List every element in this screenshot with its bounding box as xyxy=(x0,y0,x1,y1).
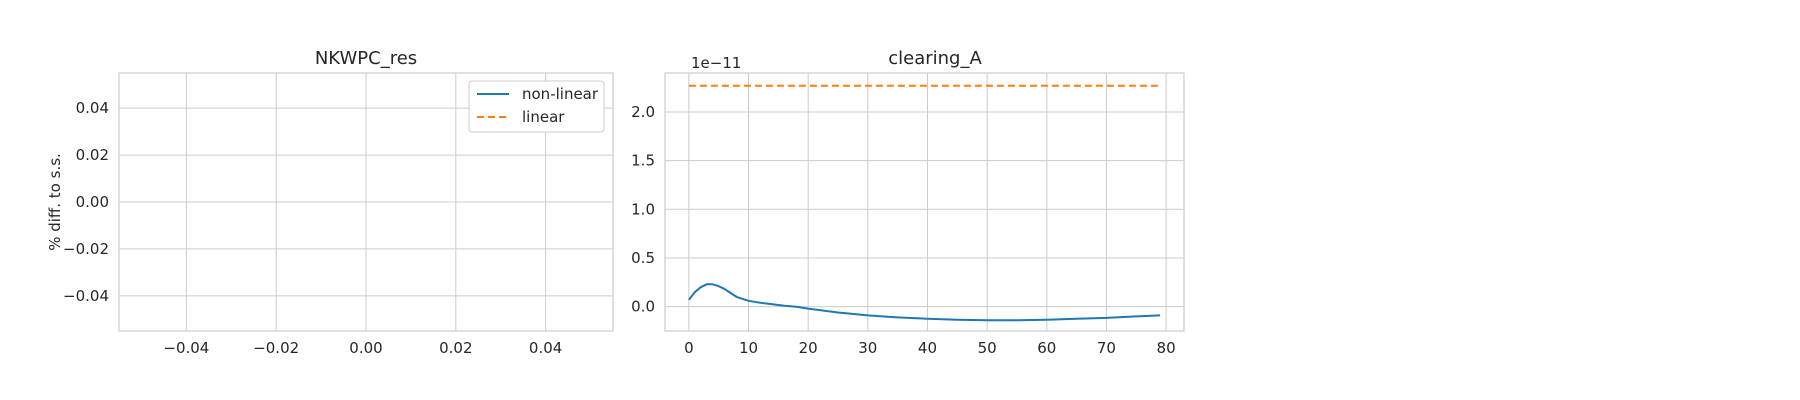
x-axis-ticks: 0 10 20 30 40 50 60 70 80 xyxy=(684,339,1176,357)
axis-offset-text: 1e−11 xyxy=(691,54,741,72)
x-tick-label: 20 xyxy=(799,339,818,357)
x-tick-label: −0.02 xyxy=(253,339,299,357)
series-line-non-linear xyxy=(688,283,1161,322)
x-tick-label: −0.04 xyxy=(163,339,209,357)
chart-title: clearing_A xyxy=(888,48,982,69)
series-group xyxy=(688,84,1161,322)
x-tick-label: 0.02 xyxy=(439,339,472,357)
y-tick-label: 0.04 xyxy=(76,99,109,117)
y-axis-ticks: 0.04 0.02 0.00 −0.02 −0.04 xyxy=(63,99,109,305)
x-tick-label: 80 xyxy=(1157,339,1176,357)
grid-lines xyxy=(665,73,1184,331)
y-tick-label: 0.0 xyxy=(631,298,655,316)
y-tick-label: 2.0 xyxy=(631,103,655,121)
x-tick-label: 70 xyxy=(1097,339,1116,357)
x-tick-label: 0.00 xyxy=(349,339,382,357)
x-tick-label: 10 xyxy=(739,339,758,357)
x-tick-label: 60 xyxy=(1037,339,1056,357)
y-tick-label: 0.00 xyxy=(76,193,109,211)
plot-area xyxy=(664,72,1185,332)
y-tick-label: −0.02 xyxy=(63,240,109,258)
chart-title: NKWPC_res xyxy=(315,48,417,69)
y-axis-label: % diff. to s.s. xyxy=(46,153,64,251)
x-tick-label: 30 xyxy=(858,339,877,357)
y-axis-ticks: 0.0 0.5 1.0 1.5 2.0 xyxy=(631,103,655,316)
x-tick-label: 0.04 xyxy=(529,339,562,357)
legend: non-linear linear xyxy=(468,80,605,133)
x-tick-label: 50 xyxy=(978,339,997,357)
y-tick-label: −0.04 xyxy=(63,287,109,305)
x-axis-ticks: −0.04 −0.02 0.00 0.02 0.04 xyxy=(163,339,562,357)
y-tick-label: 1.5 xyxy=(631,152,655,170)
chart-clearing-a: 0 10 20 30 40 50 60 70 80 0.0 0.5 1.0 1.5 2.0 cleari… xyxy=(631,48,1185,357)
chart-nkwpc-res: −0.04 −0.02 0.00 0.02 0.04 0.04 0.02 0.00 −0.02… xyxy=(46,48,614,357)
y-tick-label: 1.0 xyxy=(631,200,655,218)
x-tick-label: 0 xyxy=(684,339,694,357)
y-tick-label: 0.5 xyxy=(631,249,655,267)
legend-label-non-linear: non-linear xyxy=(522,85,599,103)
x-tick-label: 40 xyxy=(918,339,937,357)
legend-label-linear: linear xyxy=(522,108,565,126)
y-tick-label: 0.02 xyxy=(76,146,109,164)
